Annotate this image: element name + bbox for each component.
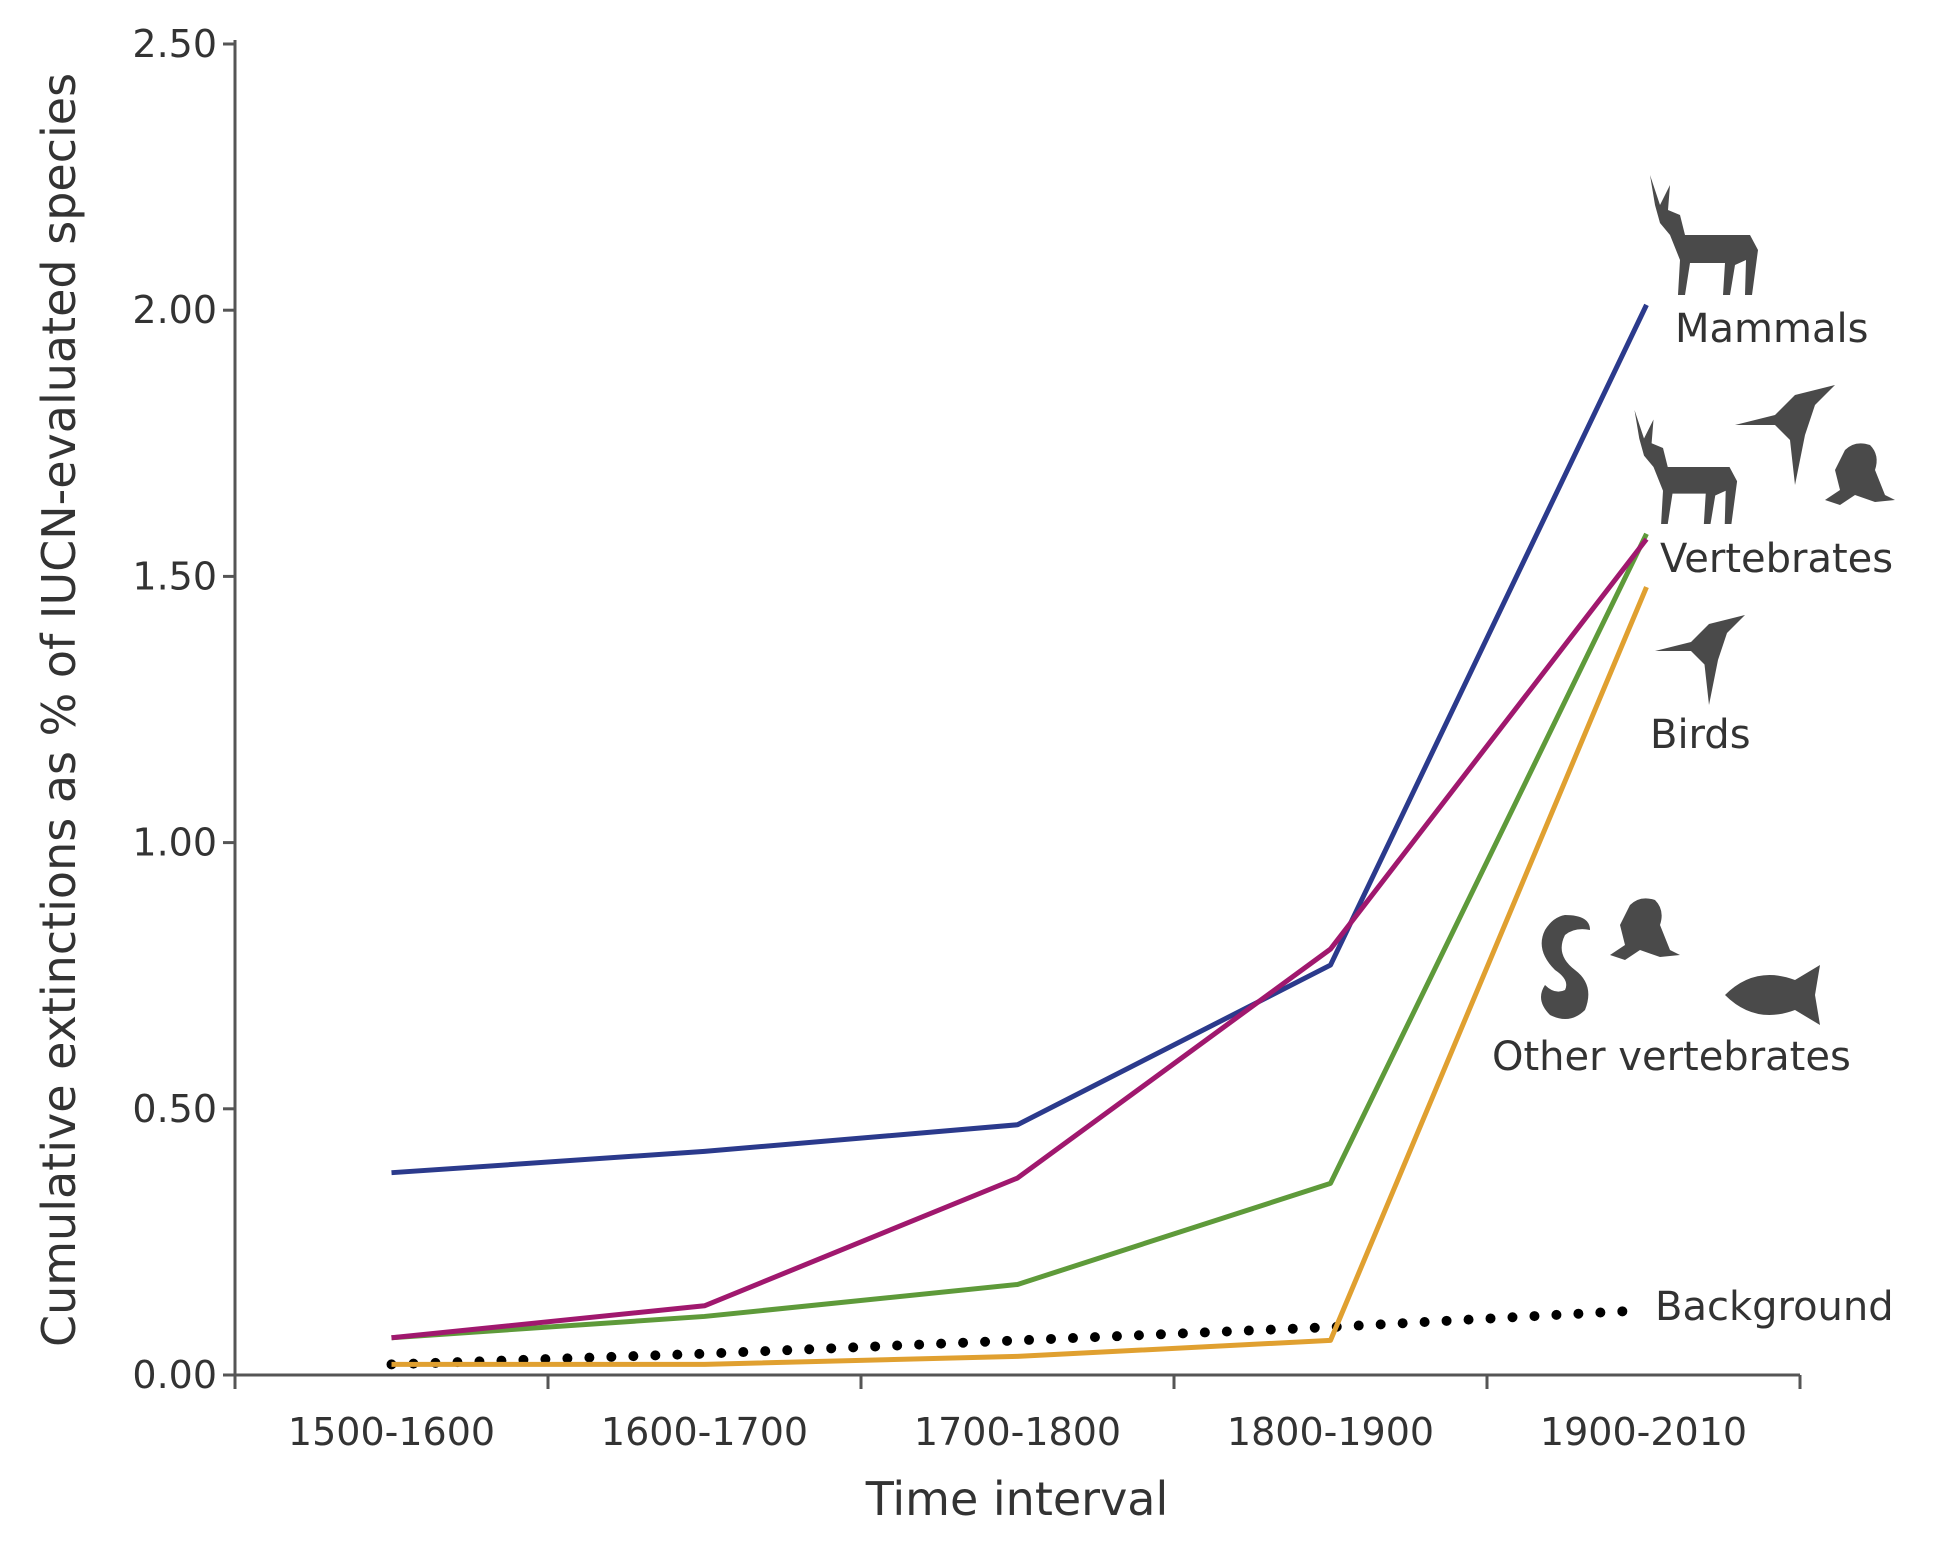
frog-icon bbox=[1825, 443, 1895, 505]
y-tick-label: 2.50 bbox=[132, 22, 217, 66]
series-birds-line bbox=[391, 532, 1649, 1341]
axes: 0.00 0.50 1.00 1.50 2.00 2.50 1500-1600 1600-17… bbox=[132, 22, 1802, 1454]
x-tick-label: 1500-1600 bbox=[288, 1410, 495, 1454]
deer-icon bbox=[1650, 175, 1758, 295]
frog-icon bbox=[1610, 898, 1680, 960]
series-lines bbox=[386, 303, 1649, 1370]
label-mammals: Mammals bbox=[1675, 306, 1868, 352]
fish-icon bbox=[1725, 965, 1820, 1025]
series-vertebrates-line bbox=[391, 537, 1649, 1341]
x-axis-title: Time interval bbox=[865, 1472, 1169, 1526]
label-background: Background bbox=[1655, 1284, 1894, 1330]
series-background-line bbox=[386, 1306, 1632, 1370]
bird-icon bbox=[1735, 385, 1835, 485]
x-tick-label: 1600-1700 bbox=[601, 1410, 808, 1454]
y-axis-title: Cumulative extinctions as % of IUCN-eval… bbox=[32, 73, 86, 1347]
y-tick-label: 1.50 bbox=[132, 554, 217, 598]
deer-icon bbox=[1634, 410, 1738, 524]
label-other-vertebrates: Other vertebrates bbox=[1492, 1034, 1851, 1080]
x-tick-label: 1700-1800 bbox=[914, 1410, 1121, 1454]
x-tick-label: 1800-1900 bbox=[1227, 1410, 1434, 1454]
label-vertebrates: Vertebrates bbox=[1660, 536, 1893, 582]
series-mammals-line bbox=[391, 303, 1649, 1176]
series-other-vertebrates-line bbox=[391, 586, 1649, 1367]
y-tick-label: 2.00 bbox=[132, 288, 217, 332]
label-birds: Birds bbox=[1650, 712, 1751, 758]
bird-icon bbox=[1655, 615, 1745, 705]
series-labels: Mammals Vertebrates Birds Other vertebra… bbox=[1492, 306, 1894, 1330]
x-tick-label: 1900-2010 bbox=[1540, 1410, 1747, 1454]
snake-icon bbox=[1541, 915, 1590, 1019]
y-tick-label: 0.50 bbox=[132, 1087, 217, 1131]
y-tick-label: 0.00 bbox=[132, 1353, 217, 1397]
y-tick-label: 1.00 bbox=[132, 821, 217, 865]
